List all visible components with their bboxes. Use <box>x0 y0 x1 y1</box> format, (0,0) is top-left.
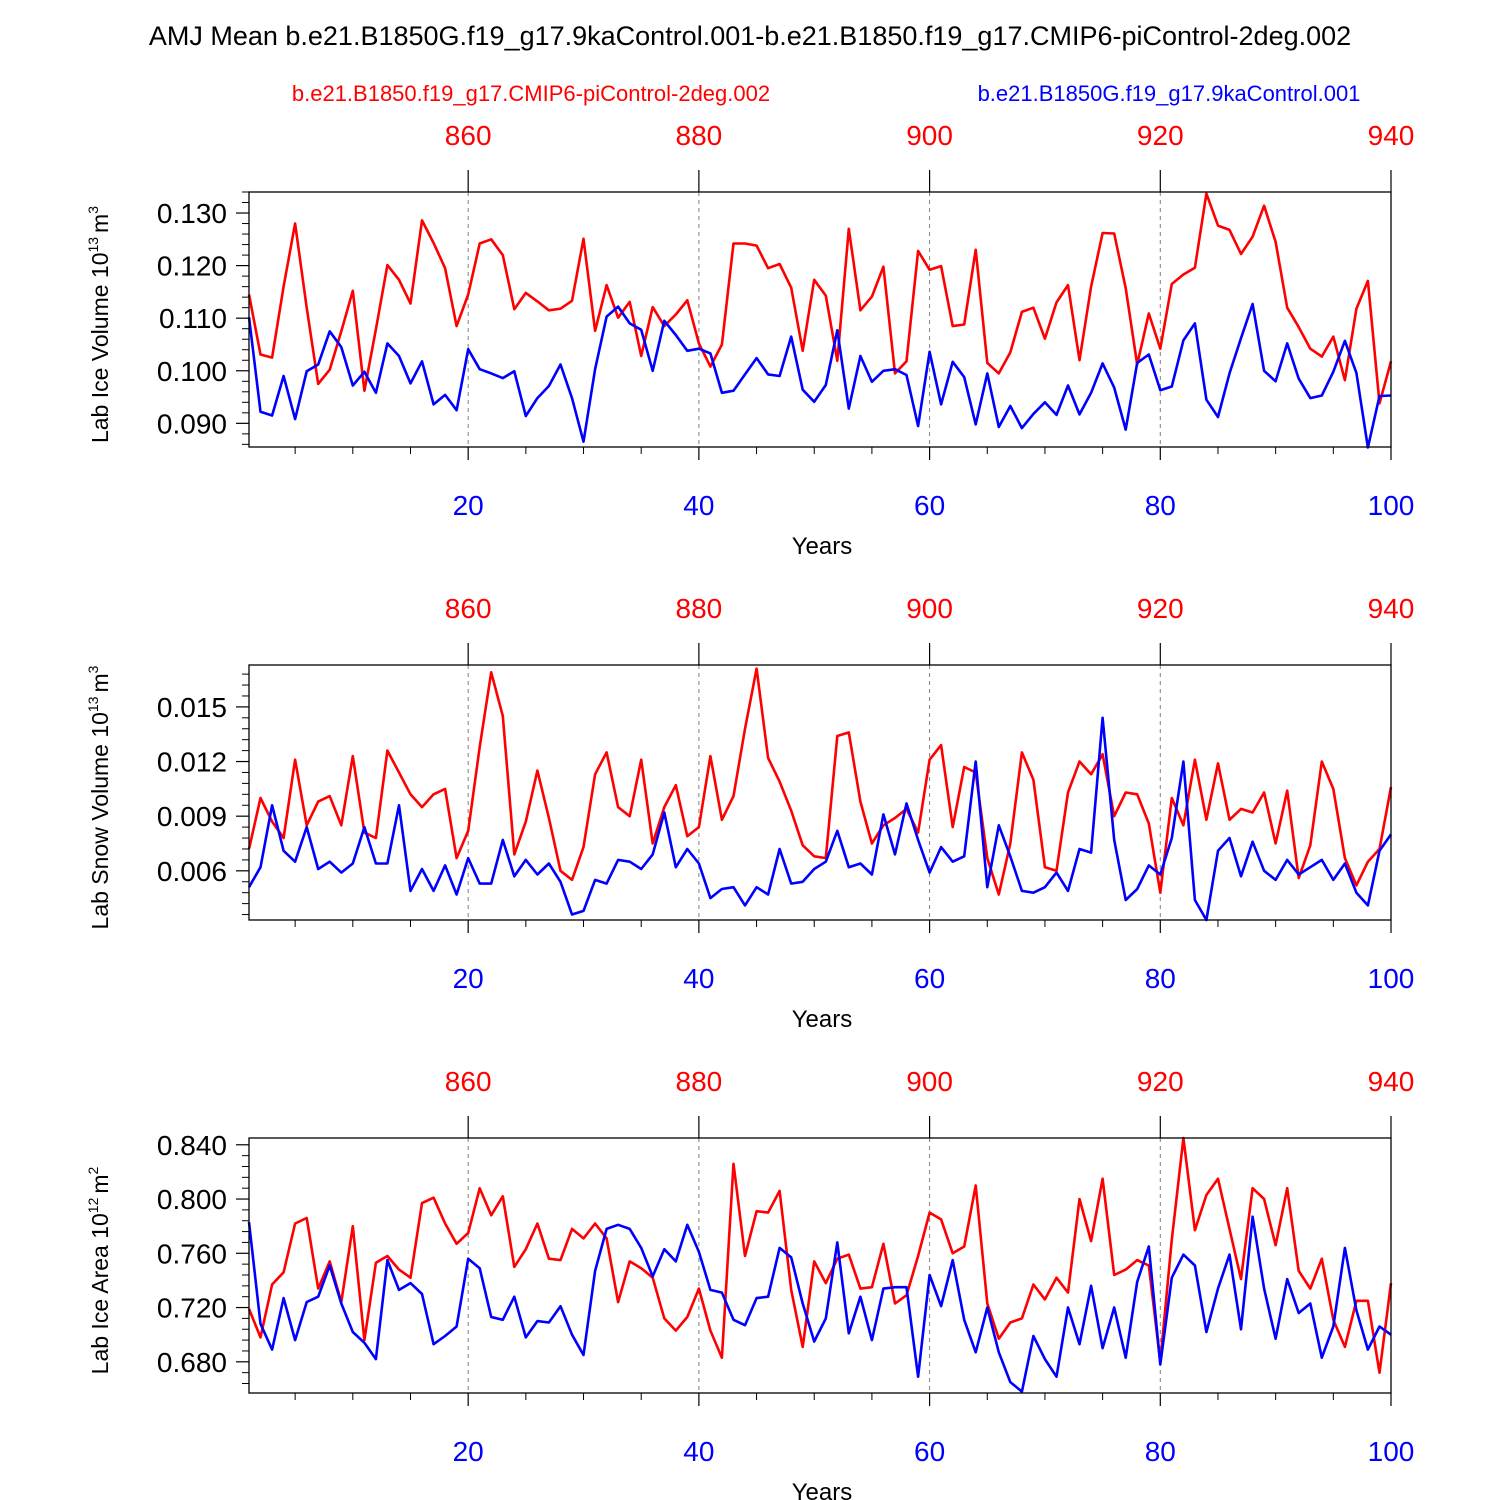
ice-area-x-tick-label: 80 <box>1145 1436 1176 1467</box>
y-label-unit-exponent: 3 <box>85 206 101 214</box>
snow-volume-panel: 0.006 0.009 0.012 0.015 20 40 60 80 100 860 880 900… <box>85 593 1414 1033</box>
ice-volume-y-tick-label: 0.130 <box>157 198 227 229</box>
y-label-exponent: 13 <box>85 237 101 253</box>
ice-area-plot-frame <box>248 1137 1392 1394</box>
ice-volume-y-tick-label: 0.110 <box>159 303 227 334</box>
ice-area-y-tick-label: 0.800 <box>157 1184 227 1215</box>
ice-area-top-x-tick-label: 920 <box>1137 1066 1184 1097</box>
snow-volume-top-x-tick-label: 900 <box>906 593 953 624</box>
snow-volume-y-tick-label: 0.012 <box>157 747 227 778</box>
ice-area-top-x-tick-label: 900 <box>906 1066 953 1097</box>
snow-volume-x-tick-label: 20 <box>453 963 484 994</box>
ice-area-y-tick-label: 0.840 <box>157 1130 227 1161</box>
y-label-unit: m <box>87 1174 113 1193</box>
snow-volume-x-tick-label: 80 <box>1145 963 1176 994</box>
y-label-text: Lab Ice Area 10 <box>87 1213 113 1374</box>
snow-volume-x-axis-label: Years <box>792 1006 853 1033</box>
ice-volume-y-axis-label: Lab Ice Volume 1013 m3 <box>85 206 113 443</box>
ice-volume-x-tick-label: 80 <box>1145 490 1176 521</box>
ice-volume-x-tick-label: 60 <box>914 490 945 521</box>
snow-volume-top-x-tick-label: 940 <box>1368 593 1415 624</box>
ice-volume-top-x-tick-label: 900 <box>906 120 953 151</box>
y-label-text: Lab Ice Volume 10 <box>87 253 113 444</box>
ice-volume-top-x-tick-label: 880 <box>676 120 723 151</box>
ice-area-top-x-tick-label: 880 <box>676 1066 723 1097</box>
ice-volume-x-tick-label: 100 <box>1368 490 1415 521</box>
ice-volume-x-axis-label: Years <box>792 533 853 560</box>
snow-volume-y-tick-label: 0.006 <box>157 856 227 887</box>
snow-volume-x-tick-label: 100 <box>1368 963 1415 994</box>
ice-area-x-tick-label: 100 <box>1368 1436 1415 1467</box>
figure-title: AMJ Mean b.e21.B1850G.f19_g17.9kaControl… <box>149 21 1351 51</box>
ice-volume-top-x-tick-label: 920 <box>1137 120 1184 151</box>
ice-volume-y-tick-label: 0.120 <box>157 251 227 282</box>
ice-area-x-tick-label: 60 <box>914 1436 945 1467</box>
ice-volume-x-tick-label: 20 <box>453 490 484 521</box>
snow-volume-top-x-tick-label: 860 <box>445 593 492 624</box>
ice-area-x-tick-label: 20 <box>453 1436 484 1467</box>
ice-area-top-x-tick-label: 860 <box>445 1066 492 1097</box>
ice-volume-y-tick-label: 0.090 <box>157 408 227 439</box>
snow-volume-top-x-tick-label: 920 <box>1137 593 1184 624</box>
legend-red-label: b.e21.B1850.f19_g17.CMIP6-piControl-2deg… <box>292 81 770 106</box>
snow-volume-y-tick-label: 0.015 <box>157 692 227 723</box>
ice-volume-x-tick-label: 40 <box>683 490 714 521</box>
ice-area-x-axis-label: Years <box>792 1479 853 1500</box>
ice-area-y-tick-label: 0.760 <box>157 1238 227 1269</box>
ice-area-y-tick-label: 0.680 <box>157 1347 227 1378</box>
y-label-unit-exponent: 2 <box>85 1166 101 1174</box>
snow-volume-series-blue <box>247 716 1393 922</box>
ice-volume-top-x-tick-label: 940 <box>1368 120 1415 151</box>
snow-volume-plot-frame <box>248 664 1392 921</box>
legend-blue-label: b.e21.B1850G.f19_g17.9kaControl.001 <box>978 81 1361 106</box>
snow-volume-y-axis-label: Lab Snow Volume 1013 m3 <box>85 665 113 929</box>
ice-area-series-red <box>247 1136 1393 1374</box>
y-label-exponent: 12 <box>85 1197 101 1213</box>
snow-volume-series-red <box>247 667 1393 896</box>
ice-area-y-axis-label: Lab Ice Area 1012 m2 <box>85 1166 113 1374</box>
snow-volume-x-tick-label: 60 <box>914 963 945 994</box>
ice-area-x-tick-label: 40 <box>683 1436 714 1467</box>
ice-area-panel: 0.680 0.720 0.760 0.800 0.840 20 40 60 80 100 860 8… <box>85 1066 1414 1500</box>
y-label-unit-exponent: 3 <box>85 665 101 673</box>
y-label-text: Lab Snow Volume 10 <box>87 712 113 929</box>
ice-volume-series-blue <box>247 302 1392 449</box>
ice-volume-panel: 0.090 0.100 0.110 0.120 0.130 20 40 60 80 100 860 8… <box>85 120 1414 560</box>
ice-volume-series-red <box>247 192 1393 405</box>
ice-area-top-x-tick-label: 940 <box>1368 1066 1415 1097</box>
ice-area-y-tick-label: 0.720 <box>157 1293 227 1324</box>
ice-volume-plot-frame <box>248 191 1392 448</box>
snow-volume-x-tick-label: 40 <box>683 963 714 994</box>
y-label-unit: m <box>87 673 113 692</box>
y-label-exponent: 13 <box>85 696 101 712</box>
snow-volume-top-x-tick-label: 880 <box>676 593 723 624</box>
ice-volume-y-tick-label: 0.100 <box>157 356 227 387</box>
ice-area-series-blue <box>247 1215 1392 1393</box>
snow-volume-y-tick-label: 0.009 <box>157 801 227 832</box>
ice-volume-top-x-tick-label: 860 <box>445 120 492 151</box>
y-label-unit: m <box>87 214 113 233</box>
